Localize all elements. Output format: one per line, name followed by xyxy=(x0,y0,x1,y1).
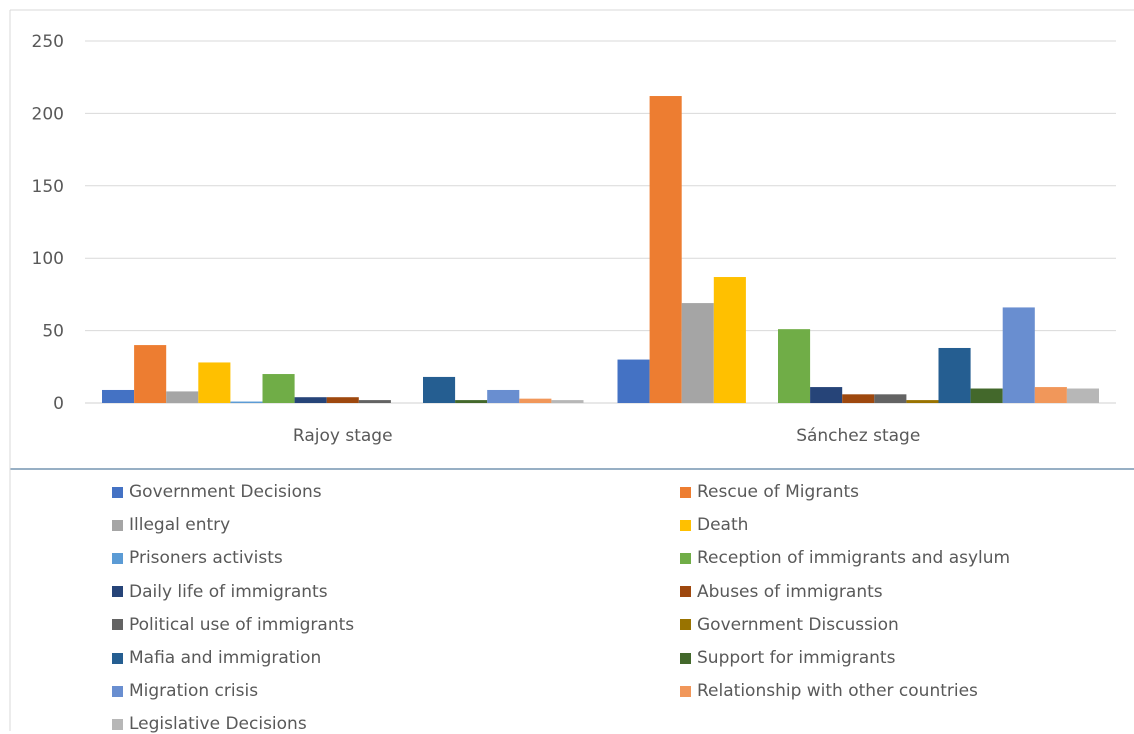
legend-swatch xyxy=(112,619,123,631)
y-tick-label: 50 xyxy=(42,322,64,342)
legend-swatch xyxy=(112,685,123,697)
legend-swatch xyxy=(112,652,123,664)
legend-item: Political use of immigrants xyxy=(112,615,354,635)
bar xyxy=(519,398,552,403)
legend-swatch xyxy=(112,718,123,730)
bar xyxy=(649,96,682,404)
legend-swatch xyxy=(112,586,123,598)
legend-swatch xyxy=(680,652,691,664)
legend-swatch xyxy=(680,519,691,531)
legend-label: Political use of immigrants xyxy=(129,614,355,635)
legend-item: Illegal entry xyxy=(112,515,230,535)
bar xyxy=(262,374,295,403)
legend-item: Government Discussion xyxy=(680,615,899,635)
legend-swatch xyxy=(680,619,691,631)
bar xyxy=(713,277,746,403)
bar xyxy=(487,389,520,403)
bar xyxy=(1002,307,1035,403)
legend-swatch xyxy=(680,586,691,598)
bar xyxy=(551,400,584,403)
legend-label: Rescue of Migrants xyxy=(697,482,860,502)
bar xyxy=(294,397,327,403)
legend-swatch xyxy=(112,552,123,564)
bar xyxy=(617,359,650,403)
bar xyxy=(874,394,907,403)
bar xyxy=(134,345,167,403)
y-tick-label: 100 xyxy=(32,249,64,269)
y-tick-label: 250 xyxy=(32,32,64,52)
legend-item: Rescue of Migrants xyxy=(680,482,859,502)
legend-label: Relationship with other countries xyxy=(697,681,978,702)
bar xyxy=(455,400,488,403)
y-tick-label: 150 xyxy=(32,177,64,197)
bar xyxy=(1034,387,1067,403)
y-tick-label: 200 xyxy=(32,104,64,124)
legend-item: Daily life of immigrants xyxy=(112,582,328,602)
legend-item: Reception of immigrants and asylum xyxy=(680,548,1010,568)
legend-item: Death xyxy=(680,515,748,535)
legend-swatch xyxy=(680,685,691,697)
legend-swatch xyxy=(680,486,691,498)
legend-label: Reception of immigrants and asylum xyxy=(697,548,1011,569)
legend-label: Government Discussion xyxy=(697,614,899,635)
legend-swatch xyxy=(112,486,123,498)
legend-item: Government Decisions xyxy=(112,482,322,502)
legend-label: Daily life of immigrants xyxy=(129,581,328,602)
legend-item: Support for immigrants xyxy=(680,648,895,668)
legend-item: Prisoners activists xyxy=(112,548,283,568)
bars xyxy=(102,96,1099,404)
legend-label: Abuses of immigrants xyxy=(697,581,883,602)
legend-label: Legislative Decisions xyxy=(129,714,307,734)
legend-item: Mafia and immigration xyxy=(112,648,321,668)
x-category-label: Rajoy stage xyxy=(293,426,393,446)
legend-item: Migration crisis xyxy=(112,681,258,701)
y-tick-label: 0 xyxy=(53,394,64,414)
bar xyxy=(326,397,359,403)
bar xyxy=(906,400,939,403)
legend-swatch xyxy=(112,519,123,531)
x-axis-categories: Rajoy stage Sánchez stage xyxy=(293,426,920,446)
legend-label: Mafia and immigration xyxy=(129,648,322,668)
x-category-label: Sánchez stage xyxy=(796,426,920,446)
bar xyxy=(1066,388,1099,403)
legend-item: Legislative Decisions xyxy=(112,714,307,734)
bar xyxy=(842,394,875,403)
bar xyxy=(938,347,971,403)
bar xyxy=(810,387,843,403)
bar xyxy=(102,389,135,403)
legend-label: Government Decisions xyxy=(129,482,322,502)
legend-label: Migration crisis xyxy=(129,681,259,702)
bar xyxy=(166,391,199,403)
bar xyxy=(423,376,456,403)
legend-swatch xyxy=(680,552,691,564)
bar xyxy=(358,400,391,403)
bar xyxy=(970,388,1003,403)
bar xyxy=(230,401,263,403)
legend-label: Prisoners activists xyxy=(129,548,283,569)
legend-item: Relationship with other countries xyxy=(680,681,978,701)
legend-label: Death xyxy=(697,515,749,536)
bar xyxy=(778,329,811,403)
bar xyxy=(681,303,714,403)
legend-item: Abuses of immigrants xyxy=(680,582,883,602)
bar xyxy=(198,362,231,403)
y-axis-ticks: 0 50 100 150 200 250 xyxy=(32,32,64,414)
legend-label: Illegal entry xyxy=(129,515,231,536)
legend-label: Support for immigrants xyxy=(697,648,896,668)
